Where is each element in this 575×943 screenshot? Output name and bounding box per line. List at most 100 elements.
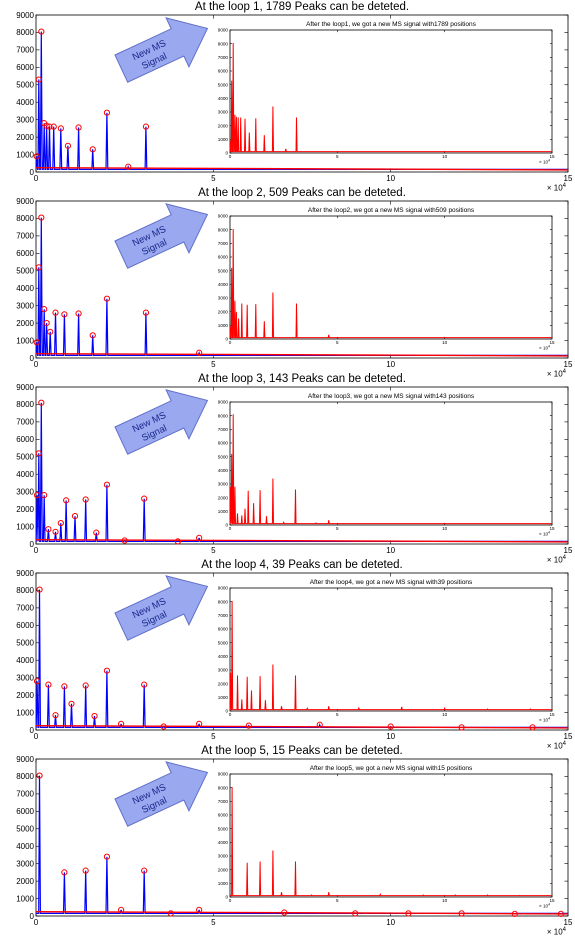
main-ytick-label: 3000 (16, 487, 34, 496)
main-ytick-label: 4000 (16, 842, 34, 851)
peak-marker (89, 146, 96, 153)
main-xtick-label: 10 (386, 918, 395, 927)
peak-marker (125, 163, 132, 170)
inset-ytick-label: 1000 (218, 881, 229, 886)
inset-title: After the loop4, we got a new MS signal … (310, 579, 473, 586)
panel-2: At the loop 2, 509 Peaks can be deteted.… (16, 187, 573, 378)
main-ytick-label: 0 (30, 540, 35, 549)
peak-marker (174, 538, 181, 545)
inset-ytick-label: 8000 (218, 599, 229, 604)
peak-marker (35, 450, 42, 457)
main-xtick-label: 10 (386, 732, 395, 741)
inset-ytick-label: 0 (225, 337, 228, 342)
main-ytick-label: 8000 (16, 400, 34, 409)
peak-marker (45, 681, 52, 688)
inset-frame (229, 401, 553, 526)
main-xtick-label: 5 (211, 732, 216, 741)
peak-marker (103, 295, 111, 302)
inset-frame (229, 587, 553, 712)
inset-xtick-label: 15 (549, 340, 555, 345)
inset-xtick-label: 15 (549, 898, 555, 903)
main-ytick-label: 1000 (16, 522, 34, 531)
main-ytick-label: 4000 (16, 98, 34, 107)
inset-ytick-label: 8000 (218, 227, 229, 232)
main-x-multiplier: × 104 (547, 183, 567, 192)
peak-marker (196, 349, 203, 356)
inset-ytick-label: 4000 (218, 840, 229, 845)
inset-ytick-label: 0 (225, 151, 228, 156)
peak-marker (142, 123, 150, 130)
inset-x-multiplier: × 104 (539, 531, 550, 537)
inset-signal-line (229, 600, 552, 711)
main-ytick-label: 6000 (16, 249, 34, 258)
inset-xtick-label: 10 (442, 712, 448, 717)
inset-ytick-label: 7000 (218, 799, 229, 804)
main-xtick-label: 5 (211, 360, 216, 369)
peak-marker (82, 682, 89, 689)
inset-signal-line (229, 414, 552, 525)
inset-signal-line (230, 786, 552, 897)
baseline-detections (35, 538, 569, 543)
inset-frame (229, 215, 553, 340)
inset-ytick-label: 3000 (218, 110, 229, 115)
main-ytick-label: 8000 (16, 28, 34, 37)
inset-xtick-label: 15 (549, 154, 555, 159)
peak-marker (36, 772, 43, 779)
inset-xtick-label: 5 (336, 712, 339, 717)
peak-marker (82, 867, 89, 874)
peak-marker (71, 512, 79, 520)
main-spectrum-line (35, 31, 568, 170)
panel-4: At the loop 4, 39 Peaks can be deteted. 0… (16, 559, 573, 750)
arrow-shape (114, 389, 209, 455)
inset-ytick-label: 4000 (218, 654, 229, 659)
main-ytick-label: 9000 (16, 383, 34, 392)
inset-ytick-label: 8000 (218, 413, 229, 418)
peak-marker (82, 496, 89, 503)
inset-frame (229, 773, 553, 898)
main-ytick-label: 2000 (16, 691, 34, 700)
peak-marker (57, 125, 64, 132)
inset-ytick-label: 4000 (218, 282, 229, 287)
panel-5: At the loop 5, 15 Peaks can be deteted. 0… (16, 745, 573, 936)
peak-marker (89, 332, 96, 339)
main-xtick-label: 5 (211, 546, 216, 555)
inset-ytick-label: 9000 (218, 586, 229, 591)
peak-marker (57, 519, 64, 527)
inset-ytick-label: 5000 (218, 268, 229, 273)
main-ytick-label: 0 (30, 726, 35, 735)
inset-ytick-label: 7000 (218, 613, 229, 618)
inset-xtick-label: 10 (442, 526, 448, 531)
inset-plot: After the loop1, we got a new MS signal … (218, 21, 555, 165)
main-xtick-label: 15 (564, 918, 573, 927)
inset-ytick-label: 6000 (218, 255, 229, 260)
main-ytick-label: 8000 (16, 772, 34, 781)
main-xtick-label: 15 (564, 732, 573, 741)
baseline-detections (35, 166, 569, 171)
inset-xtick-label: 5 (336, 154, 339, 159)
inset-xtick-label: 0 (229, 340, 232, 345)
inset-ytick-label: 0 (225, 895, 228, 900)
main-ytick-label: 0 (30, 354, 35, 363)
inset-ytick-label: 3000 (218, 296, 229, 301)
inset-ytick-label: 1000 (218, 695, 229, 700)
peak-marker (103, 667, 111, 674)
main-ytick-label: 6000 (16, 807, 34, 816)
peak-marker (167, 910, 174, 917)
main-ytick-label: 2000 (16, 505, 34, 514)
main-ytick-label: 9000 (16, 569, 34, 578)
inset-ytick-label: 3000 (218, 854, 229, 859)
inset-xtick-label: 0 (229, 526, 232, 531)
peak-marker (38, 399, 45, 406)
main-xtick-label: 5 (211, 174, 216, 183)
main-x-multiplier: × 104 (547, 741, 567, 750)
inset-ytick-label: 5000 (218, 640, 229, 645)
main-ytick-label: 8000 (16, 586, 34, 595)
main-ytick-label: 6000 (16, 63, 34, 72)
inset-ytick-label: 5000 (218, 454, 229, 459)
peak-marker (50, 123, 57, 130)
peak-marker (41, 306, 48, 313)
inset-ytick-label: 9000 (218, 772, 229, 777)
